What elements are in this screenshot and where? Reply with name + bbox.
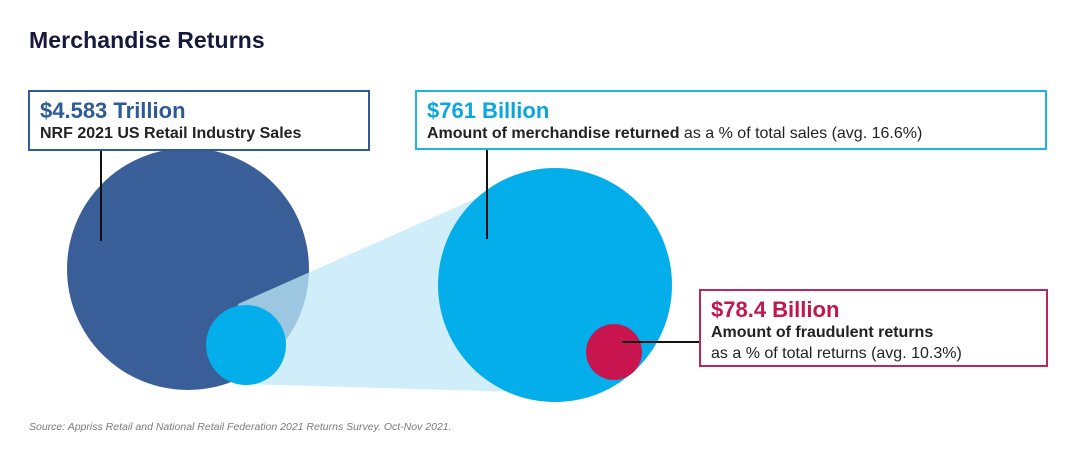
total-sales-callout: $4.583 Trillion NRF 2021 US Retail Indus…: [28, 90, 370, 151]
fraudulent-value: $78.4 Billion: [711, 297, 840, 322]
total-sales-value: $4.583 Trillion: [40, 98, 186, 123]
returned-callout: $761 Billion Amount of merchandise retur…: [415, 90, 1047, 150]
page-title: Merchandise Returns: [29, 27, 265, 53]
source-note: Source: Appriss Retail and National Reta…: [29, 421, 452, 433]
returned-label-bold: Amount of merchandise returned: [427, 125, 680, 142]
returned-label-rest: as a % of total sales (avg. 16.6%): [679, 125, 923, 142]
total-sales-label: NRF 2021 US Retail Industry Sales: [40, 125, 302, 142]
fraudulent-circle: [586, 324, 642, 380]
returned-share-circle: [206, 305, 286, 385]
fraudulent-label-rest: as a % of total returns (avg. 10.3%): [711, 345, 962, 362]
fraudulent-label-bold: Amount of fraudulent returns: [711, 324, 934, 341]
returned-value: $761 Billion: [427, 98, 550, 123]
fraudulent-callout: $78.4 Billion Amount of fraudulent retur…: [699, 289, 1048, 367]
